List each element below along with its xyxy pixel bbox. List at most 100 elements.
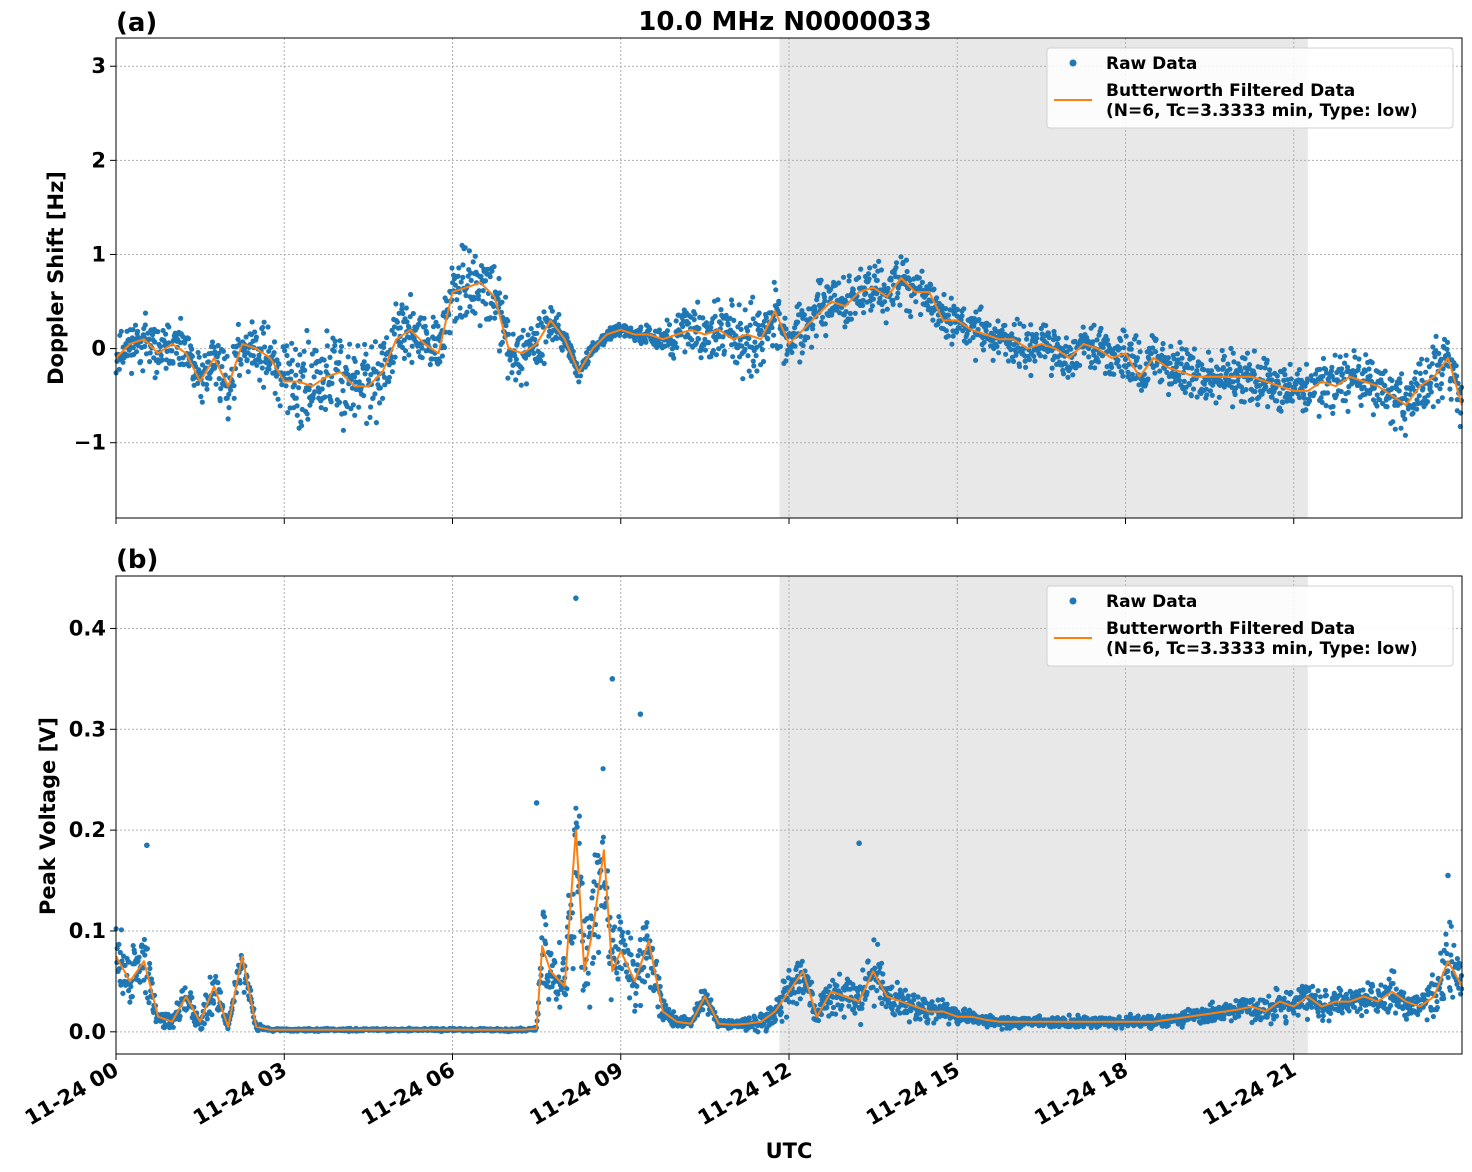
raw-data-point — [995, 318, 1001, 324]
raw-data-point — [750, 294, 756, 300]
raw-data-point — [883, 320, 889, 326]
raw-data-point — [950, 333, 956, 339]
raw-data-point — [645, 950, 651, 956]
raw-data-point — [1221, 353, 1227, 359]
raw-data-point — [815, 291, 821, 297]
raw-data-point — [577, 373, 584, 379]
raw-data-point — [1046, 334, 1052, 341]
raw-data-point — [1288, 376, 1294, 382]
raw-data-point — [746, 1016, 752, 1022]
raw-data-point — [939, 997, 946, 1003]
raw-data-point — [1399, 371, 1405, 377]
raw-data-point — [343, 367, 350, 373]
panel-a-legend-box — [1046, 47, 1454, 129]
raw-data-point — [1285, 391, 1291, 397]
raw-data-point — [637, 947, 643, 954]
raw-data-point — [1267, 367, 1273, 373]
raw-data-point — [293, 395, 299, 401]
raw-data-point — [858, 1021, 864, 1028]
raw-data-point — [661, 998, 667, 1004]
raw-data-point — [916, 275, 922, 281]
raw-data-point — [118, 328, 124, 334]
raw-data-point — [186, 363, 192, 369]
raw-data-point — [1177, 339, 1183, 345]
raw-data-point — [1389, 377, 1395, 384]
raw-data-point — [589, 916, 595, 922]
raw-data-point — [340, 427, 346, 433]
raw-data-point — [656, 327, 663, 333]
raw-data-point — [441, 344, 448, 351]
raw-data-point — [1028, 322, 1034, 328]
panel-a-ylabel: Doppler Shift [Hz] — [44, 171, 68, 385]
raw-data-point — [361, 359, 367, 365]
raw-data-point — [497, 290, 503, 296]
raw-data-point — [195, 349, 201, 356]
raw-data-point — [1235, 378, 1241, 384]
raw-data-point — [747, 322, 753, 328]
raw-data-point — [1329, 364, 1335, 370]
raw-data-point — [275, 396, 281, 402]
raw-data-point — [878, 267, 885, 273]
raw-data-point — [553, 996, 559, 1002]
raw-data-point — [321, 357, 327, 363]
raw-data-point — [1361, 384, 1367, 390]
raw-data-point — [759, 340, 765, 346]
raw-data-point — [157, 344, 163, 350]
raw-data-point — [188, 990, 194, 996]
raw-data-point — [834, 983, 840, 989]
raw-data-point — [173, 350, 180, 356]
raw-data-point — [645, 973, 651, 979]
raw-data-point — [217, 398, 223, 404]
raw-data-point — [797, 359, 803, 365]
raw-data-point — [245, 369, 251, 375]
raw-data-point — [628, 935, 634, 941]
raw-data-point — [973, 357, 979, 363]
raw-data-point — [380, 395, 386, 401]
raw-data-point — [454, 297, 460, 303]
raw-data-point — [615, 976, 621, 982]
raw-data-point — [801, 312, 808, 318]
raw-data-point — [703, 320, 710, 326]
raw-data-point — [287, 361, 293, 367]
raw-data-point — [718, 321, 724, 327]
raw-data-point — [386, 374, 392, 381]
raw-data-point — [919, 279, 926, 285]
raw-data-point — [633, 1002, 639, 1009]
raw-data-point — [435, 323, 441, 329]
raw-data-point — [798, 333, 804, 339]
panel-a-raw-data — [113, 242, 1465, 438]
raw-data-point — [199, 399, 205, 405]
raw-data-point — [585, 981, 591, 987]
raw-data-point — [1374, 403, 1380, 409]
raw-data-point — [548, 950, 554, 957]
raw-data-point — [1428, 380, 1434, 386]
raw-data-point — [342, 410, 348, 416]
raw-data-point — [1156, 1012, 1162, 1019]
raw-data-point — [590, 888, 596, 894]
raw-data-point — [1232, 391, 1238, 398]
y-tick-label: 2 — [91, 148, 106, 172]
raw-data-point — [1288, 989, 1294, 996]
raw-data-point — [1356, 356, 1362, 362]
raw-data-point — [1377, 397, 1383, 403]
raw-data-point — [543, 339, 549, 345]
raw-data-point — [534, 330, 540, 336]
raw-data-point — [739, 343, 745, 349]
raw-data-point — [1317, 994, 1323, 1000]
raw-data-point — [810, 322, 816, 328]
raw-data-point — [827, 999, 834, 1006]
raw-data-point — [778, 1009, 785, 1016]
raw-data-point — [1402, 416, 1408, 422]
raw-data-point — [865, 271, 872, 277]
raw-data-point — [935, 997, 941, 1003]
raw-data-point — [424, 330, 430, 336]
raw-data-point — [1337, 354, 1343, 360]
raw-data-point — [449, 265, 455, 271]
raw-data-point — [141, 977, 147, 983]
raw-data-point — [381, 340, 387, 346]
raw-data-point — [128, 984, 134, 990]
raw-data-point — [283, 383, 289, 389]
raw-data-point — [783, 326, 789, 332]
